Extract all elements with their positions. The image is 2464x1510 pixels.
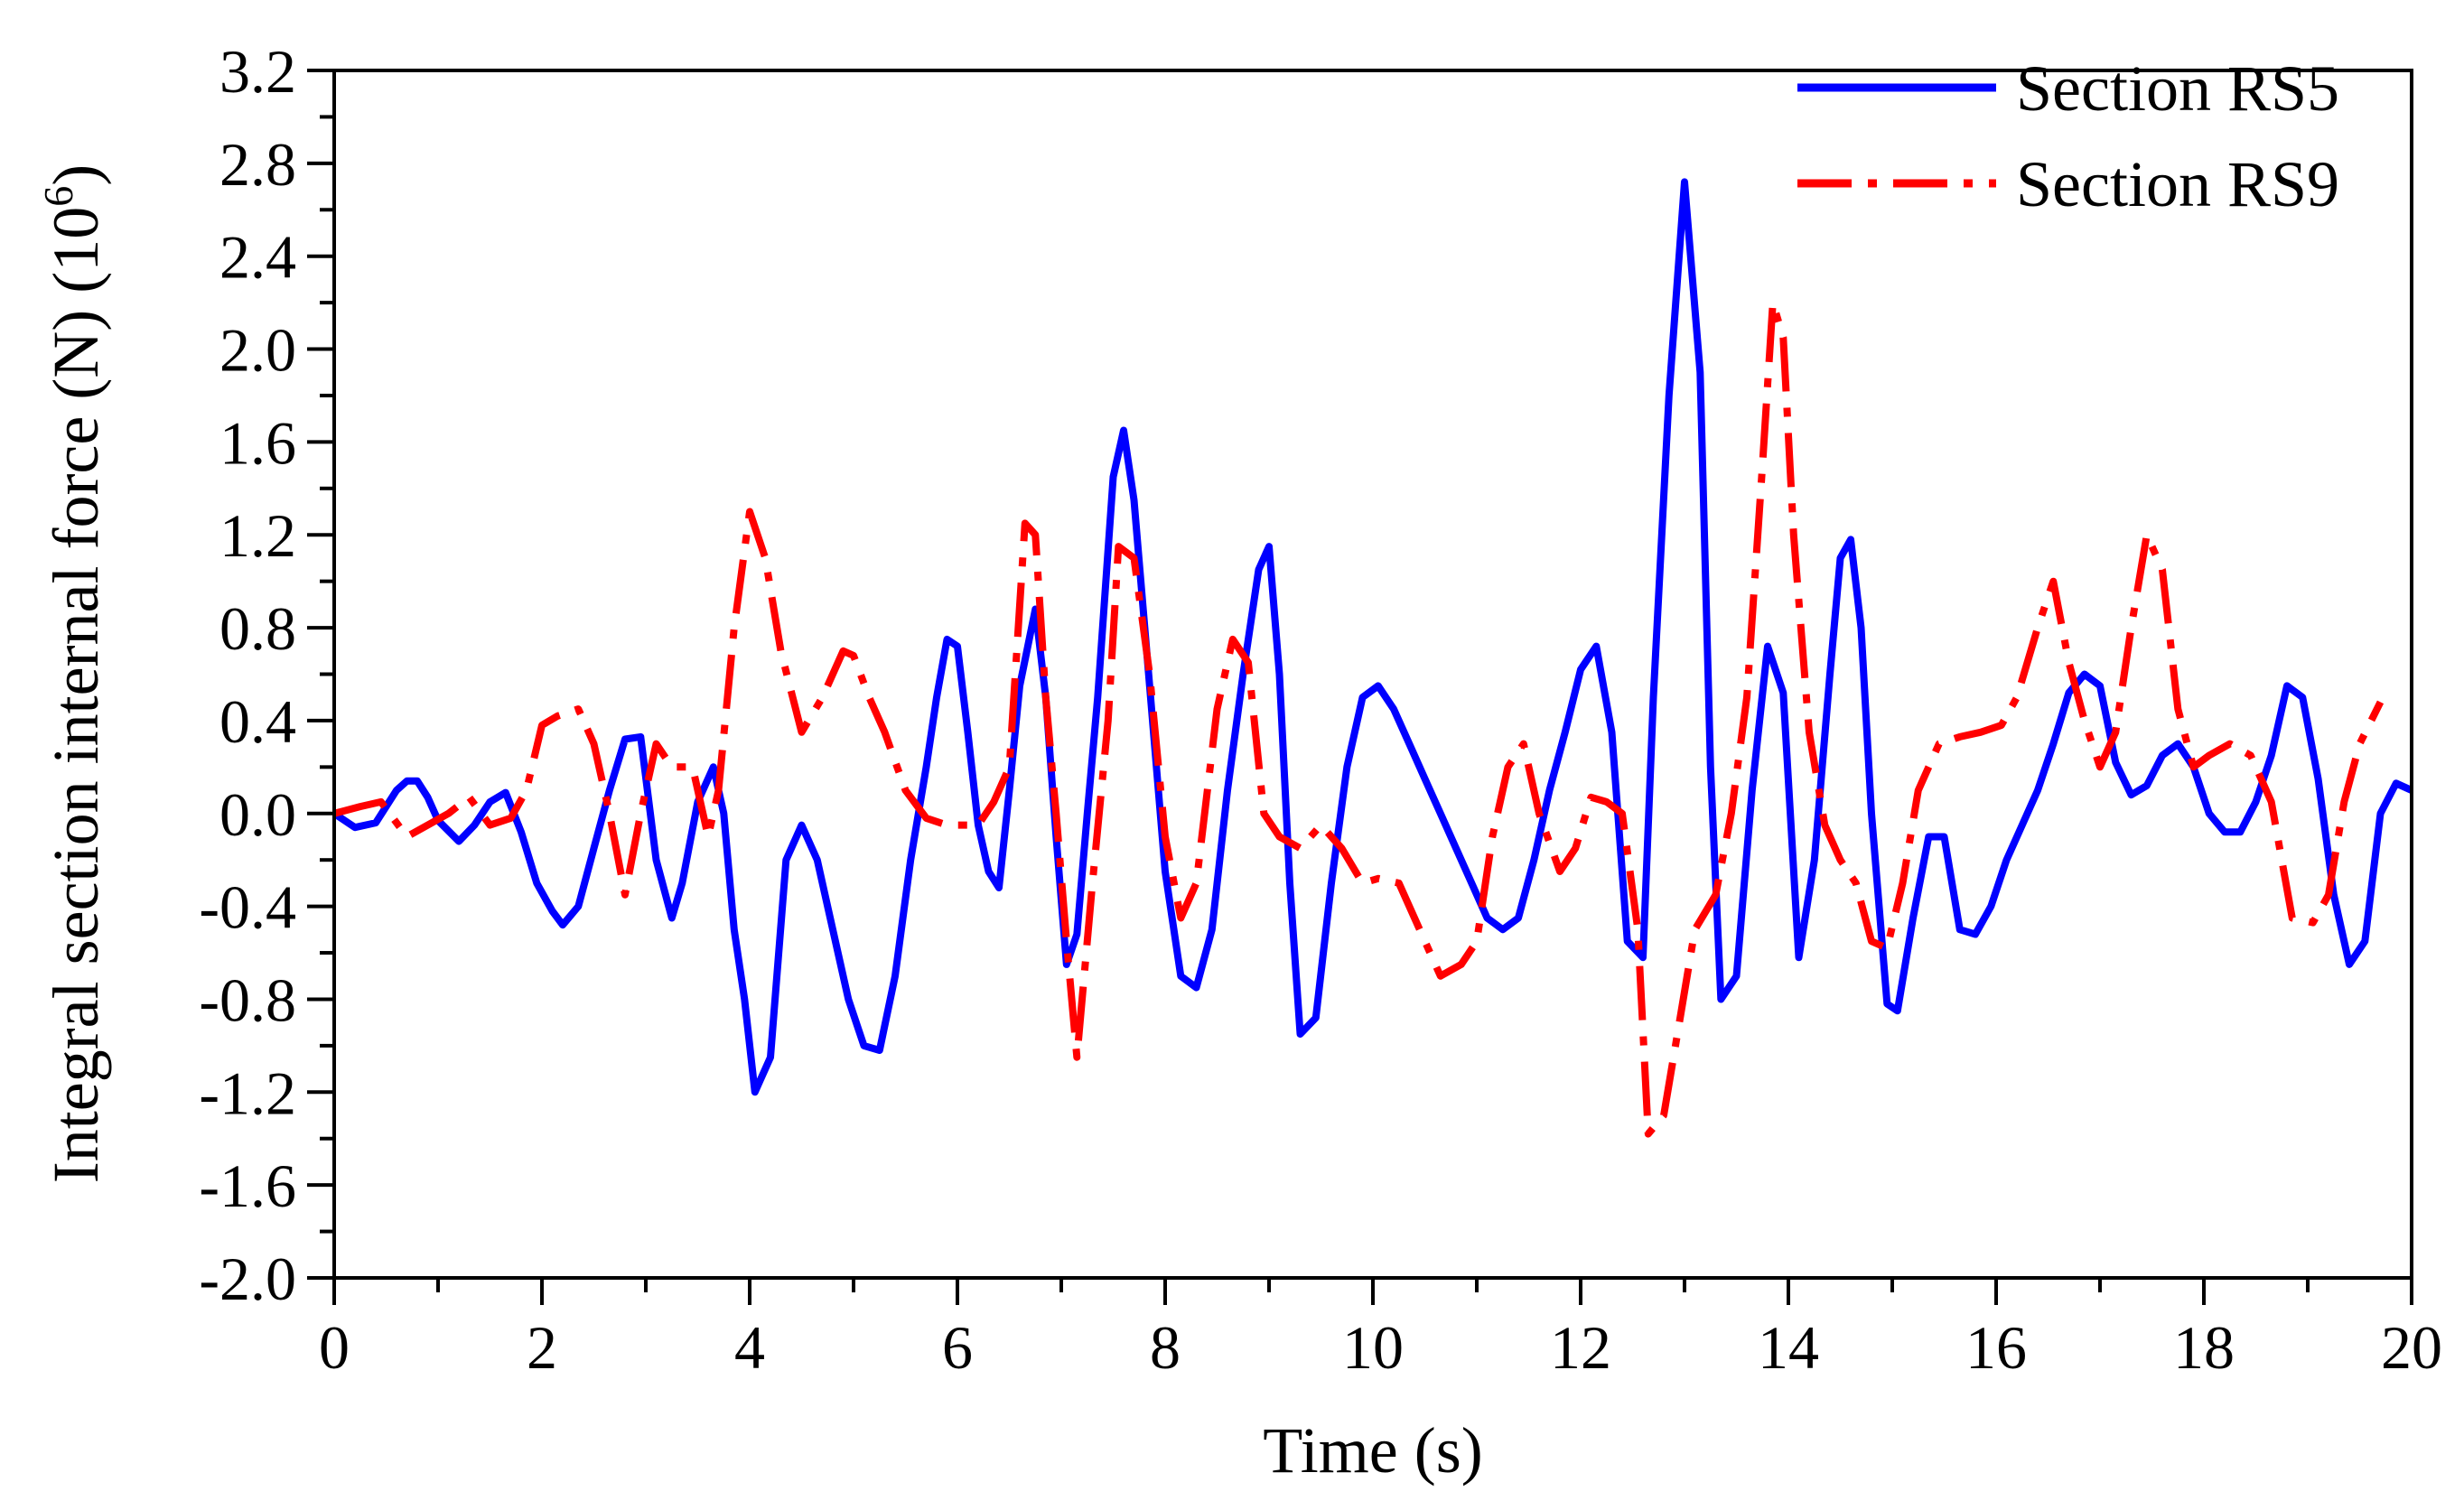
y-tick-label: 0.0: [219, 780, 296, 849]
x-tick-label: 6: [942, 1313, 973, 1382]
plot-frame: [332, 69, 2413, 1280]
y-tick-label: -1.2: [199, 1058, 296, 1127]
y-axis-title-close: ): [40, 164, 112, 186]
legend: Section RS5 Section RS9: [1797, 52, 2339, 220]
y-tick-label: 1.6: [219, 408, 296, 477]
y-tick-label: 1.2: [219, 501, 296, 570]
y-axis-title-main: Integral section internal force (N) (10: [40, 207, 112, 1184]
legend-label-rs9: Section RS9: [2016, 148, 2339, 220]
y-axis: -2.0 -1.6 -1.2 -0.8 -0.4 0.0 0.4 0.8 1.2 1.6 2.0 2.…: [199, 37, 334, 1313]
y-tick-label: 2.8: [219, 130, 296, 199]
x-tick-label: 10: [1342, 1313, 1404, 1382]
series-line-section-rs9: [332, 299, 2385, 1138]
y-tick-label: 3.2: [219, 37, 296, 106]
x-axis-title: Time (s): [1263, 1414, 1482, 1487]
legend-label-rs5: Section RS5: [2016, 52, 2339, 125]
y-axis-title-sup: 6: [35, 186, 81, 207]
y-tick-label: -0.4: [199, 873, 296, 942]
plot-lines: [331, 178, 2413, 1138]
y-axis-title: Integral section internal force (N) (106…: [35, 164, 112, 1184]
x-tick-label: 16: [1965, 1313, 2027, 1382]
series-line-section-rs5: [331, 178, 2413, 1096]
y-tick-label: 2.4: [219, 223, 296, 292]
y-tick-label: 0.4: [219, 687, 296, 756]
x-tick-label: 0: [319, 1313, 350, 1382]
x-tick-label: 4: [734, 1313, 765, 1382]
x-tick-label: 20: [2381, 1313, 2442, 1382]
x-tick-label: 8: [1150, 1313, 1181, 1382]
x-axis: 0 2 4 6 8 10 12 14 16 18 20: [319, 1278, 2442, 1382]
y-tick-label: -0.8: [199, 965, 296, 1034]
y-tick-label: 2.0: [219, 316, 296, 385]
y-tick-label: 0.8: [219, 594, 296, 663]
y-tick-label: -2.0: [199, 1244, 296, 1313]
x-tick-label: 2: [527, 1313, 557, 1382]
x-tick-label: 14: [1758, 1313, 1819, 1382]
x-tick-label: 18: [2173, 1313, 2235, 1382]
x-tick-label: 12: [1550, 1313, 1611, 1382]
y-tick-label: -1.6: [199, 1151, 296, 1220]
